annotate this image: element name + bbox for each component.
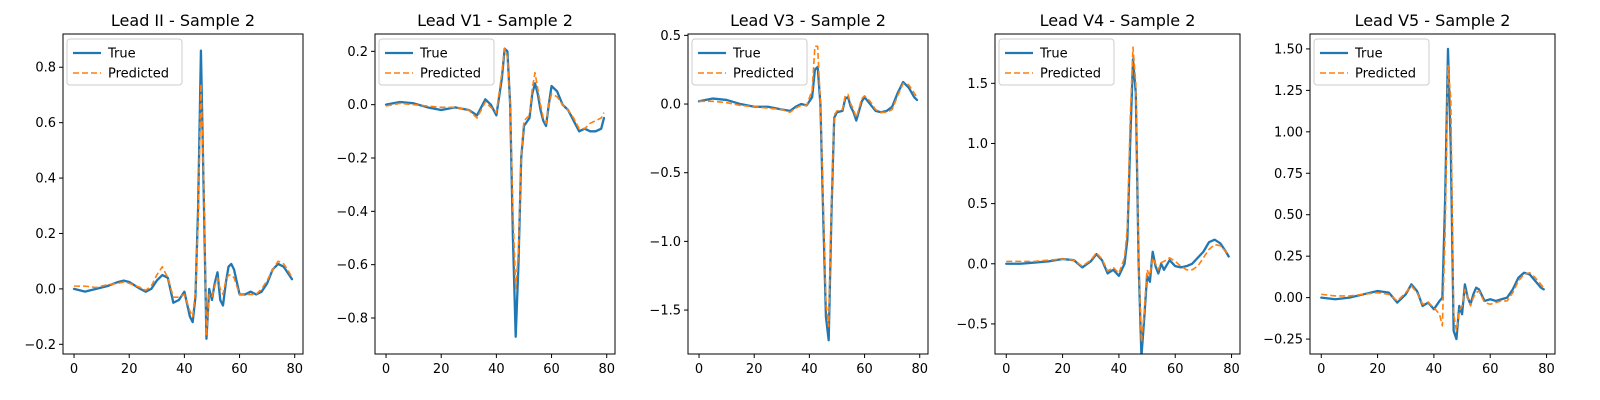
chart-panel-2: Lead V1 - Sample 2 0 20 40 60 80 −0.8 −0.6 −0.4 −… [336, 11, 616, 377]
y-tick-label: −0.8 [336, 312, 368, 327]
legend-label-true: True [732, 47, 761, 62]
x-tick-label: 0 [70, 362, 78, 377]
x-tick-label: 0 [695, 362, 703, 377]
legend-label-predicted: Predicted [108, 67, 169, 82]
x-tick-label: 0 [1002, 362, 1010, 377]
legend-label-true: True [1039, 47, 1068, 62]
x-tick-label: 60 [231, 362, 248, 377]
plot-frame [62, 33, 304, 355]
y-tick-label: 1.00 [1274, 125, 1303, 140]
x-tick-label: 60 [856, 362, 873, 377]
x-tick-label: 80 [598, 362, 615, 377]
series-line-true [1005, 58, 1230, 354]
series-line-predicted [1006, 46, 1230, 343]
y-tick-label: −0.5 [956, 317, 988, 332]
y-tick-label: 0.2 [347, 45, 368, 60]
x-tick-label: 60 [1167, 362, 1184, 377]
legend: True Predicted [691, 38, 808, 86]
x-tick-label: 40 [801, 362, 818, 377]
x-tick-label: 20 [433, 362, 450, 377]
y-tick-label: −0.2 [24, 338, 56, 353]
legend: True Predicted [66, 38, 183, 86]
plot-frame [1309, 33, 1556, 355]
y-tick-label: 0.50 [1274, 208, 1303, 223]
plot-frame [994, 33, 1241, 355]
y-tick-label: 0.0 [35, 282, 56, 297]
y-tick-label: −0.6 [336, 258, 368, 273]
y-tick-label: 0.0 [967, 257, 988, 272]
chart-panel-5: Lead V5 - Sample 2 0 20 40 60 80 −0.25 0.00 0.25… [1263, 11, 1556, 377]
x-tick-label: 20 [1054, 362, 1071, 377]
y-tick-label: −0.4 [336, 205, 368, 220]
y-tick-label: −0.5 [649, 166, 681, 181]
y-tick-label: −1.5 [649, 304, 681, 319]
chart-title: Lead II - Sample 2 [111, 11, 255, 30]
legend-label-true: True [107, 47, 136, 62]
legend: True Predicted [1313, 38, 1430, 86]
y-tick-label: 0.5 [660, 29, 681, 44]
chart-title: Lead V5 - Sample 2 [1355, 11, 1511, 30]
y-tick-label: 1.5 [967, 77, 988, 92]
legend-label-predicted: Predicted [733, 67, 794, 82]
chart-title: Lead V3 - Sample 2 [730, 11, 886, 30]
x-tick-label: 40 [1111, 362, 1128, 377]
series-line-predicted [1321, 64, 1545, 332]
x-tick-label: 20 [1369, 362, 1386, 377]
legend: True Predicted [378, 38, 495, 86]
series-line-true [384, 47, 606, 338]
plot-frame [374, 33, 616, 355]
x-tick-label: 80 [911, 362, 928, 377]
series-line-predicted [74, 83, 293, 337]
x-tick-label: 20 [121, 362, 138, 377]
x-tick-label: 20 [746, 362, 763, 377]
y-tick-label: 0.75 [1274, 167, 1303, 182]
y-tick-label: 0.5 [967, 197, 988, 212]
x-tick-label: 40 [1426, 362, 1443, 377]
legend-label-true: True [1354, 47, 1383, 62]
x-tick-label: 40 [176, 362, 193, 377]
legend-label-predicted: Predicted [1355, 67, 1416, 82]
x-tick-label: 80 [1538, 362, 1555, 377]
y-tick-label: 1.50 [1274, 42, 1303, 57]
y-tick-label: 0.00 [1274, 291, 1303, 306]
chart-panel-1: Lead II - Sample 2 0 20 40 60 80 −0.2 0.0 0.2 0.4… [24, 11, 304, 377]
x-tick-label: 0 [382, 362, 390, 377]
x-tick-label: 60 [543, 362, 560, 377]
legend-label-predicted: Predicted [420, 67, 481, 82]
y-tick-label: 1.25 [1274, 84, 1303, 99]
y-tick-label: −1.0 [649, 235, 681, 250]
y-tick-label: 0.4 [35, 172, 56, 187]
plot-frame [687, 33, 929, 355]
x-tick-label: 0 [1317, 362, 1325, 377]
y-tick-label: 0.2 [35, 227, 56, 242]
y-tick-label: −0.2 [336, 152, 368, 167]
legend-label-true: True [419, 47, 448, 62]
y-tick-label: 0.25 [1274, 250, 1303, 265]
chart-panel-4: Lead V4 - Sample 2 0 20 40 60 80 −0.5 0.0 0.5 1.0… [956, 11, 1241, 377]
chart-panel-3: Lead V3 - Sample 2 0 20 40 60 80 −1.5 −1.0 −0.5 0… [649, 11, 929, 377]
y-tick-label: 1.0 [967, 137, 988, 152]
y-tick-label: 0.6 [35, 116, 56, 131]
x-tick-label: 40 [488, 362, 505, 377]
legend: True Predicted [998, 38, 1115, 86]
x-tick-label: 80 [1223, 362, 1240, 377]
legend-label-predicted: Predicted [1040, 67, 1101, 82]
y-tick-label: 0.0 [347, 98, 368, 113]
y-tick-label: 0.0 [660, 98, 681, 113]
series-line-predicted [699, 45, 918, 328]
series-line-true [697, 65, 919, 342]
x-tick-label: 60 [1482, 362, 1499, 377]
chart-title: Lead V1 - Sample 2 [417, 11, 573, 30]
x-tick-label: 80 [286, 362, 303, 377]
y-tick-label: 0.8 [35, 61, 56, 76]
chart-title: Lead V4 - Sample 2 [1040, 11, 1196, 30]
y-tick-label: −0.25 [1263, 333, 1303, 348]
